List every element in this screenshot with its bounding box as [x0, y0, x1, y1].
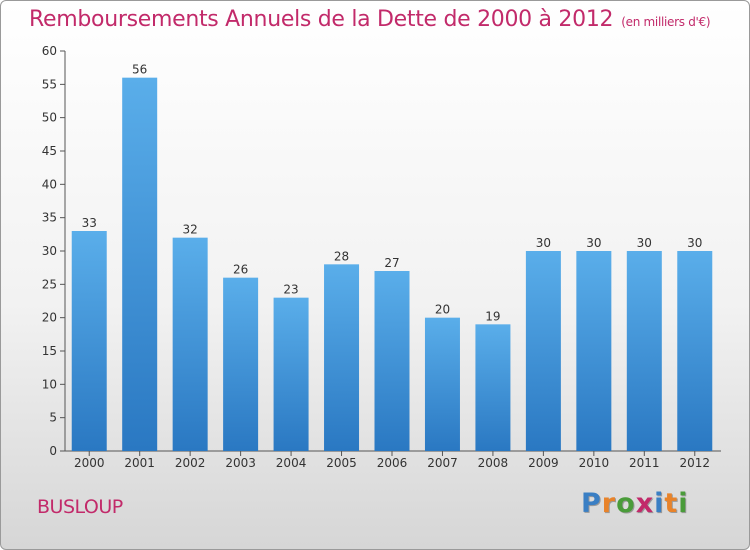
logo-letter: t	[664, 488, 679, 519]
bar	[71, 231, 107, 451]
logo-letter: r	[601, 488, 617, 519]
bar-value-label: 30	[687, 236, 702, 250]
bar	[374, 271, 410, 451]
logo-letter: i	[654, 488, 665, 519]
y-tick-label: 45	[42, 144, 57, 158]
y-tick-label: 50	[42, 111, 57, 125]
bar-value-label: 30	[586, 236, 601, 250]
proxiti-logo: Proxiti	[581, 488, 689, 519]
bar-value-label: 20	[435, 303, 450, 317]
y-tick-label: 25	[42, 277, 57, 291]
x-tick-label: 2005	[326, 456, 357, 470]
bar	[626, 251, 662, 451]
x-tick-label: 2002	[175, 456, 206, 470]
y-tick-label: 0	[49, 444, 57, 458]
x-tick-label: 2006	[377, 456, 408, 470]
bar-value-label: 56	[132, 63, 147, 77]
x-tick-label: 2000	[74, 456, 105, 470]
x-tick-label: 2003	[225, 456, 256, 470]
x-tick-label: 2008	[478, 456, 509, 470]
x-tick-label: 2001	[124, 456, 155, 470]
bar	[172, 237, 208, 451]
chart-title-text: Remboursements Annuels de la Dette de 20…	[29, 7, 614, 32]
x-tick-label: 2009	[528, 456, 559, 470]
bar	[324, 264, 360, 451]
y-tick-label: 15	[42, 344, 57, 358]
x-tick-label: 2007	[427, 456, 458, 470]
logo-letter: o	[616, 488, 636, 519]
bar-value-label: 26	[233, 263, 248, 277]
bar	[122, 77, 158, 452]
bar	[525, 251, 561, 451]
bar-value-label: 23	[283, 283, 298, 297]
bar	[576, 251, 612, 451]
y-tick-label: 40	[42, 177, 57, 191]
x-tick-label: 2004	[276, 456, 307, 470]
chart-bars: 33 56 32 26 23 28 27 20 19 30 30 30 30	[71, 63, 713, 452]
logo-letter: P	[581, 488, 602, 519]
bar-value-label: 33	[82, 216, 97, 230]
y-tick-label: 20	[42, 311, 57, 325]
bar-value-label: 28	[334, 249, 349, 263]
bar-value-label: 27	[384, 256, 399, 270]
bar	[677, 251, 713, 451]
chart-axes: 0 5 10 15 20 25 30 35 40 45 50 55 60 2000 2001 2002 2003…	[42, 44, 721, 470]
bar-value-label: 19	[485, 309, 500, 323]
y-tick-label: 60	[42, 44, 57, 58]
y-tick-label: 30	[42, 244, 57, 258]
commune-name: BUSLOUP	[37, 496, 123, 518]
bar	[475, 324, 511, 451]
chart-subtitle: (en milliers d'€)	[621, 15, 711, 29]
bar-value-label: 30	[637, 236, 652, 250]
y-tick-label: 5	[49, 411, 57, 425]
bar-value-label: 32	[183, 223, 198, 237]
bar	[424, 317, 460, 451]
y-tick-label: 35	[42, 211, 57, 225]
logo-letter: i	[678, 488, 689, 519]
bar	[273, 297, 309, 451]
x-tick-label: 2010	[579, 456, 610, 470]
bar-value-label: 30	[536, 236, 551, 250]
bar	[223, 277, 259, 451]
y-tick-label: 10	[42, 377, 57, 391]
x-tick-label: 2011	[629, 456, 660, 470]
x-tick-label: 2012	[679, 456, 710, 470]
chart-title: Remboursements Annuels de la Dette de 20…	[29, 7, 711, 32]
y-tick-label: 55	[42, 77, 57, 91]
logo-letter: x	[635, 488, 655, 519]
